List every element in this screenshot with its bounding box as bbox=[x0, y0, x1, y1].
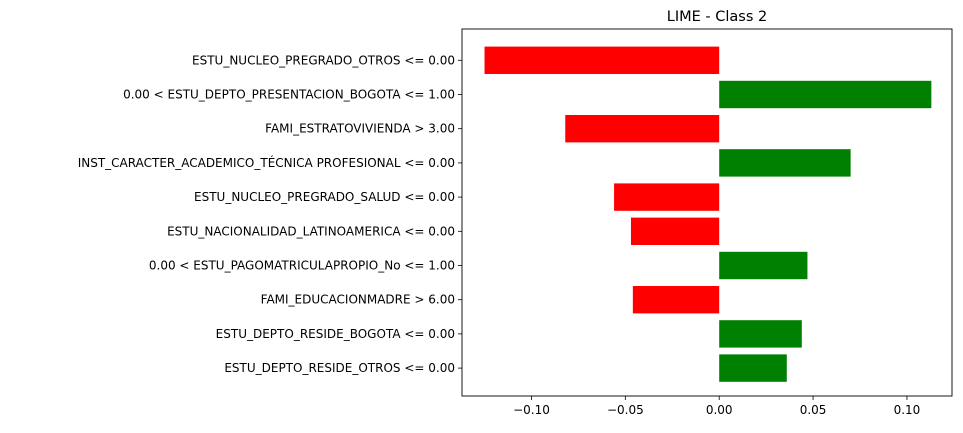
bar bbox=[719, 149, 851, 177]
y-tick-label: ESTU_DEPTO_RESIDE_OTROS <= 0.00 bbox=[224, 361, 455, 375]
x-tick-label: 0.10 bbox=[894, 403, 921, 417]
y-tick-label: ESTU_NACIONALIDAD_LATINOAMERICA <= 0.00 bbox=[167, 224, 455, 238]
x-tick-label: −0.05 bbox=[607, 403, 644, 417]
bar bbox=[630, 217, 720, 245]
bar bbox=[719, 320, 802, 348]
bar bbox=[565, 115, 720, 143]
y-tick-label: FAMI_EDUCACIONMADRE > 6.00 bbox=[261, 293, 455, 307]
bars-group bbox=[484, 46, 932, 382]
y-tick-label: ESTU_DEPTO_RESIDE_BOGOTA <= 0.00 bbox=[216, 327, 455, 341]
bar bbox=[719, 80, 932, 109]
x-tick-label: 0.05 bbox=[800, 403, 827, 417]
y-tick-label: FAMI_ESTRATOVIVIENDA > 3.00 bbox=[265, 122, 455, 136]
bar bbox=[719, 251, 808, 280]
bar bbox=[484, 46, 720, 74]
y-tick-label: INST_CARACTER_ACADEMICO_TÉCNICA PROFESIO… bbox=[78, 155, 455, 170]
x-tick-label: 0.00 bbox=[706, 403, 733, 417]
y-tick-label: 0.00 < ESTU_DEPTO_PRESENTACION_BOGOTA <=… bbox=[123, 88, 455, 102]
y-tick-label: ESTU_NUCLEO_PREGRADO_OTROS <= 0.00 bbox=[192, 53, 455, 67]
bar bbox=[614, 183, 720, 211]
bar bbox=[632, 286, 720, 314]
plot-frame bbox=[461, 28, 953, 397]
bar bbox=[719, 354, 787, 382]
y-tick-label: ESTU_NUCLEO_PREGRADO_SALUD <= 0.00 bbox=[194, 190, 455, 204]
chart-title: LIME - Class 2 bbox=[667, 9, 767, 25]
y-tick-label: 0.00 < ESTU_PAGOMATRICULAPROPIO_No <= 1.… bbox=[149, 259, 455, 273]
x-ticks: −0.10 −0.05 0.00 0.05 0.10 bbox=[513, 396, 920, 417]
x-tick-label: −0.10 bbox=[513, 403, 550, 417]
y-tick-labels: ESTU_NUCLEO_PREGRADO_OTROS <= 0.00 0.00 <… bbox=[78, 53, 462, 375]
